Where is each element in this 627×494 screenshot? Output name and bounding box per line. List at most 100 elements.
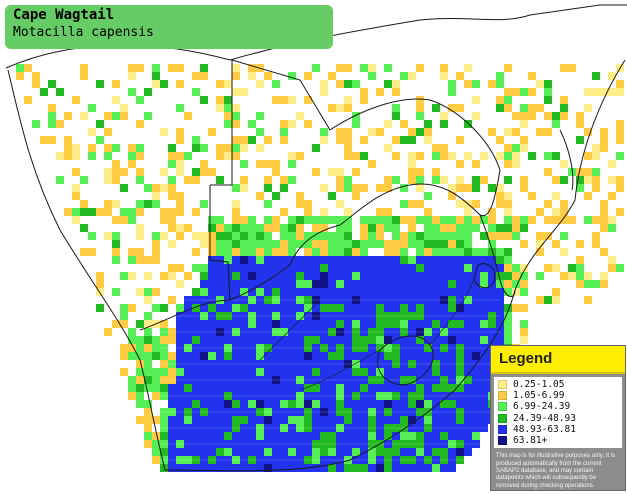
distribution-cell xyxy=(480,328,488,336)
distribution-cell xyxy=(280,248,288,256)
distribution-cell xyxy=(400,432,408,440)
distribution-cell xyxy=(232,64,240,72)
distribution-cell xyxy=(520,120,528,128)
distribution-cell xyxy=(232,248,240,256)
distribution-cell xyxy=(192,264,200,272)
distribution-cell xyxy=(176,328,184,336)
distribution-cell xyxy=(440,320,448,328)
distribution-cell xyxy=(200,424,208,432)
distribution-cell xyxy=(240,88,248,96)
distribution-cell xyxy=(144,320,152,328)
distribution-cell xyxy=(360,376,368,384)
distribution-cell xyxy=(208,232,216,240)
distribution-cell xyxy=(312,408,320,416)
distribution-cell xyxy=(400,384,408,392)
distribution-cell xyxy=(304,368,312,376)
distribution-cell xyxy=(208,216,216,224)
distribution-cell xyxy=(560,248,568,256)
distribution-cell xyxy=(296,376,304,384)
distribution-cell xyxy=(616,152,624,160)
distribution-cell xyxy=(88,248,96,256)
distribution-cell xyxy=(200,312,208,320)
distribution-cell xyxy=(344,464,352,472)
distribution-cell xyxy=(392,464,400,472)
distribution-cell xyxy=(232,392,240,400)
distribution-cell xyxy=(184,336,192,344)
distribution-cell xyxy=(224,416,232,424)
distribution-cell xyxy=(424,192,432,200)
distribution-cell xyxy=(192,88,200,96)
distribution-cell xyxy=(480,272,488,280)
distribution-cell xyxy=(408,128,416,136)
distribution-cell xyxy=(192,456,200,464)
distribution-cell xyxy=(200,272,208,280)
distribution-cell xyxy=(256,160,264,168)
distribution-cell xyxy=(192,296,200,304)
distribution-cell xyxy=(448,336,456,344)
distribution-cell xyxy=(504,160,512,168)
distribution-cell xyxy=(440,72,448,80)
distribution-cell xyxy=(176,400,184,408)
distribution-cell xyxy=(184,296,192,304)
distribution-cell xyxy=(368,360,376,368)
distribution-cell xyxy=(360,408,368,416)
distribution-cell xyxy=(304,296,312,304)
distribution-cell xyxy=(296,112,304,120)
distribution-cell xyxy=(344,400,352,408)
distribution-cell xyxy=(456,440,464,448)
distribution-cell xyxy=(304,344,312,352)
distribution-cell xyxy=(376,360,384,368)
distribution-cell xyxy=(304,328,312,336)
distribution-cell xyxy=(320,232,328,240)
distribution-cell xyxy=(232,136,240,144)
distribution-cell xyxy=(416,312,424,320)
distribution-cell xyxy=(560,96,568,104)
distribution-cell xyxy=(448,264,456,272)
distribution-cell xyxy=(240,360,248,368)
distribution-cell xyxy=(464,208,472,216)
distribution-cell xyxy=(240,456,248,464)
distribution-cell xyxy=(368,160,376,168)
distribution-cell xyxy=(160,184,168,192)
distribution-cell xyxy=(320,216,328,224)
distribution-cell xyxy=(248,240,256,248)
distribution-cell xyxy=(168,448,176,456)
distribution-cell xyxy=(392,264,400,272)
distribution-cell xyxy=(256,464,264,472)
distribution-cell xyxy=(520,136,528,144)
distribution-cell xyxy=(352,256,360,264)
distribution-cell xyxy=(320,320,328,328)
distribution-cell xyxy=(80,72,88,80)
distribution-cell xyxy=(328,352,336,360)
distribution-cell xyxy=(144,336,152,344)
distribution-cell xyxy=(200,240,208,248)
distribution-cell xyxy=(184,304,192,312)
distribution-cell xyxy=(200,432,208,440)
distribution-cell xyxy=(384,392,392,400)
distribution-cell xyxy=(160,216,168,224)
distribution-cell xyxy=(456,240,464,248)
distribution-cell xyxy=(440,112,448,120)
distribution-cell xyxy=(144,368,152,376)
distribution-cell xyxy=(328,168,336,176)
legend-swatch xyxy=(498,391,507,401)
distribution-cell xyxy=(264,392,272,400)
distribution-cell xyxy=(512,280,520,288)
distribution-cell xyxy=(344,96,352,104)
distribution-cell xyxy=(296,152,304,160)
distribution-cell xyxy=(136,320,144,328)
distribution-cell xyxy=(392,448,400,456)
distribution-cell xyxy=(344,176,352,184)
distribution-cell xyxy=(400,256,408,264)
distribution-cell xyxy=(504,312,512,320)
distribution-cell xyxy=(280,416,288,424)
distribution-cell xyxy=(336,176,344,184)
distribution-cell xyxy=(144,296,152,304)
distribution-cell xyxy=(264,176,272,184)
distribution-cell xyxy=(360,248,368,256)
distribution-cell xyxy=(264,248,272,256)
distribution-cell xyxy=(360,360,368,368)
distribution-cell xyxy=(424,320,432,328)
distribution-cell xyxy=(400,320,408,328)
distribution-cell xyxy=(384,448,392,456)
